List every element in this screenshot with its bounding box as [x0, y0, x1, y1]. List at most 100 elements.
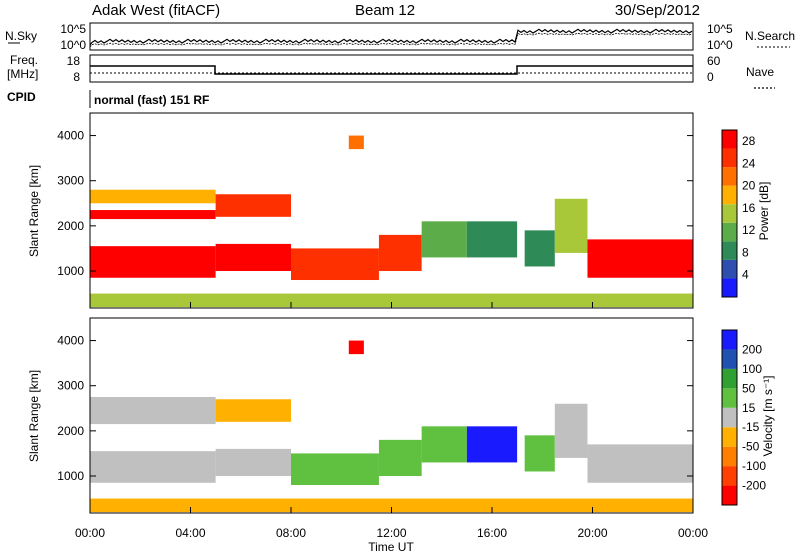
- power-heatmap: [90, 135, 693, 308]
- velocity-colorbar-swatch: [722, 446, 737, 467]
- power-colorbar-tick-label: 24: [742, 156, 756, 170]
- nsky-panel: 10^5 10^0 N.Sky 10^5 10^0 N.Search: [5, 22, 795, 52]
- nave-tick-bottom: 0: [707, 70, 714, 84]
- power-colorbar-swatch: [722, 222, 737, 242]
- power-echo-region: [587, 239, 693, 278]
- velocity-echo-region: [90, 396, 216, 425]
- power-echo-region: [90, 189, 216, 204]
- velocity-echo-region: [291, 453, 379, 486]
- velocity-y-tick-label: 1000: [57, 469, 84, 483]
- power-echo-region: [378, 234, 422, 271]
- power-echo-region: [421, 221, 467, 258]
- x-tick-label: 04:00: [175, 526, 205, 540]
- power-colorbar-frame: [721, 129, 738, 298]
- power-colorbar-swatch: [722, 278, 737, 297]
- freq-panel-frame: [89, 54, 694, 83]
- velocity-y-tick-label: 2000: [57, 424, 84, 438]
- power-echo-region: [348, 135, 364, 150]
- freq-panel: 18 8 Freq. [MHz] 60 0 Nave: [7, 53, 775, 89]
- velocity-echo-region: [554, 403, 588, 458]
- power-ylabel: Slant Range [km]: [27, 165, 41, 257]
- nsky-tick-bottom: 10^0: [60, 38, 86, 52]
- power-colorbar-swatch: [722, 241, 737, 260]
- power-colorbar-tick-label: 4: [742, 268, 749, 282]
- freq-tick-bottom: 8: [73, 70, 80, 84]
- velocity-colorbar-tick-label: -100: [742, 459, 766, 473]
- power-echo-region: [554, 198, 588, 253]
- power-colorbar-label: Power [dB]: [757, 182, 771, 241]
- power-echo-region: [291, 248, 379, 281]
- velocity-echo-region: [378, 439, 422, 476]
- velocity-echo-region: [90, 498, 693, 513]
- velocity-colorbar-swatch: [722, 485, 737, 505]
- velocity-echo-region: [348, 340, 364, 355]
- velocity-colorbar-swatch: [722, 427, 737, 447]
- power-colorbar-swatch: [722, 204, 737, 223]
- velocity-colorbar-label: Velocity [m s⁻¹]: [761, 375, 775, 456]
- power-echo-region: [524, 230, 555, 267]
- power-colorbar-tick-label: 12: [742, 223, 756, 237]
- time-x-axis: 00:00 04:00 08:00 12:00 16:00 20:00 00:00: [75, 302, 708, 540]
- power-colorbar-swatch: [722, 167, 737, 186]
- freq-trace: [90, 65, 693, 75]
- velocity-echo-region: [587, 444, 693, 483]
- power-colorbar-tick-label: 28: [742, 134, 756, 148]
- x-tick-label: 00:00: [678, 526, 708, 540]
- x-tick-label: 00:00: [75, 526, 105, 540]
- power-echo-region: [215, 243, 291, 271]
- freq-label: Freq.: [10, 53, 38, 67]
- power-colorbar-tick-label: 20: [742, 179, 756, 193]
- x-axis-label: Time UT: [368, 540, 414, 554]
- nave-label: Nave: [746, 65, 774, 79]
- station-title: Adak West (fitACF): [92, 2, 220, 19]
- power-y-tick-label: 3000: [57, 174, 84, 188]
- velocity-colorbar-swatch: [722, 368, 737, 389]
- x-tick-label: 08:00: [276, 526, 306, 540]
- velocity-colorbar-tick-label: 200: [742, 342, 762, 356]
- velocity-colorbar-frame: [721, 329, 738, 506]
- velocity-colorbar-swatch: [722, 407, 737, 428]
- x-tick-label: 16:00: [477, 526, 507, 540]
- power-y-tick-label: 2000: [57, 219, 84, 233]
- nsky-panel-frame: [89, 22, 694, 51]
- power-echo-region: [90, 210, 216, 220]
- power-colorbar-swatch: [722, 259, 737, 279]
- velocity-colorbar-tick-label: 15: [742, 401, 756, 415]
- x-tick-label: 20:00: [577, 526, 607, 540]
- velocity-colorbar: 200 100 50 15 -15 -50 -100 -200: [721, 329, 766, 506]
- velocity-echo-region: [215, 448, 291, 476]
- velocity-y-tick-label: 4000: [57, 334, 84, 348]
- freq-unit-label: [MHz]: [7, 67, 38, 81]
- power-y-tick-label: 4000: [57, 129, 84, 143]
- date-title: 30/Sep/2012: [615, 2, 700, 19]
- velocity-y-axis: 1000 2000 3000 4000: [57, 334, 693, 483]
- power-colorbar-swatch: [722, 130, 737, 149]
- power-echo-region: [90, 293, 693, 308]
- x-tick-label: 12:00: [376, 526, 406, 540]
- velocity-colorbar-swatch: [722, 349, 737, 369]
- velocity-colorbar-tick-label: -50: [742, 440, 760, 454]
- velocity-colorbar-tick-label: -200: [742, 479, 766, 493]
- nsearch-label: N.Search: [745, 29, 795, 43]
- velocity-echo-region: [215, 399, 291, 422]
- nsky-tick-top: 10^5: [60, 22, 86, 36]
- velocity-echo-region: [524, 435, 555, 472]
- velocity-heatmap: [90, 340, 693, 513]
- power-echo-region: [215, 194, 291, 217]
- power-echo-region: [90, 246, 216, 278]
- velocity-y-tick-label: 3000: [57, 379, 84, 393]
- power-colorbar-swatch: [722, 148, 737, 168]
- power-panel: 1000 2000 3000 4000 Slant Range [km] 4 8 12 16…: [27, 112, 771, 309]
- nsky-trace: [89, 28, 693, 46]
- power-y-axis: 1000 2000 3000 4000: [57, 129, 693, 278]
- beam-title: Beam 12: [355, 2, 415, 19]
- power-colorbar-tick-label: 8: [742, 245, 749, 259]
- cpid-mode: normal (fast) 151 RF: [94, 93, 209, 107]
- nsky-label: N.Sky: [5, 29, 37, 43]
- velocity-echo-region: [421, 426, 467, 463]
- velocity-colorbar-tick-label: 50: [742, 381, 756, 395]
- power-echo-region: [466, 221, 518, 258]
- velocity-ylabel: Slant Range [km]: [27, 370, 41, 462]
- velocity-colorbar-swatch: [722, 330, 737, 350]
